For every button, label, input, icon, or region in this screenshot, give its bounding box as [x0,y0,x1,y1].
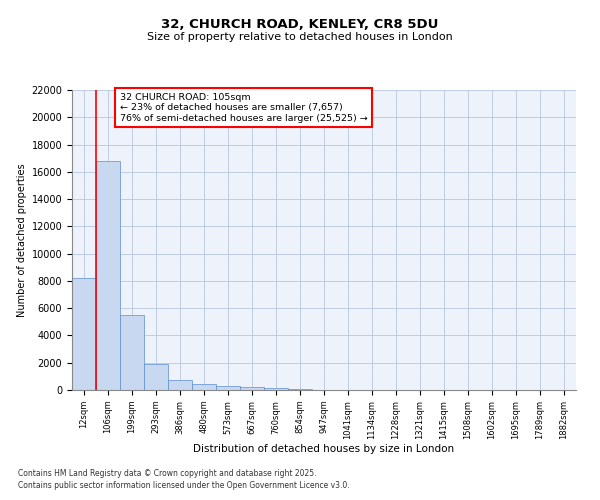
Bar [288,389,312,390]
Text: Contains HM Land Registry data © Crown copyright and database right 2025.: Contains HM Land Registry data © Crown c… [18,468,317,477]
Bar [240,388,264,390]
Bar [120,315,144,390]
Bar [96,161,120,390]
Bar [168,380,192,390]
Text: Size of property relative to detached houses in London: Size of property relative to detached ho… [147,32,453,42]
Bar [192,384,216,390]
Text: 32, CHURCH ROAD, KENLEY, CR8 5DU: 32, CHURCH ROAD, KENLEY, CR8 5DU [161,18,439,30]
Bar [144,364,168,390]
Text: 32 CHURCH ROAD: 105sqm
← 23% of detached houses are smaller (7,657)
76% of semi-: 32 CHURCH ROAD: 105sqm ← 23% of detached… [120,92,368,122]
Bar [216,386,240,390]
Bar [264,388,288,390]
Text: Contains public sector information licensed under the Open Government Licence v3: Contains public sector information licen… [18,481,350,490]
X-axis label: Distribution of detached houses by size in London: Distribution of detached houses by size … [193,444,455,454]
Bar [72,278,96,390]
Y-axis label: Number of detached properties: Number of detached properties [17,163,27,317]
